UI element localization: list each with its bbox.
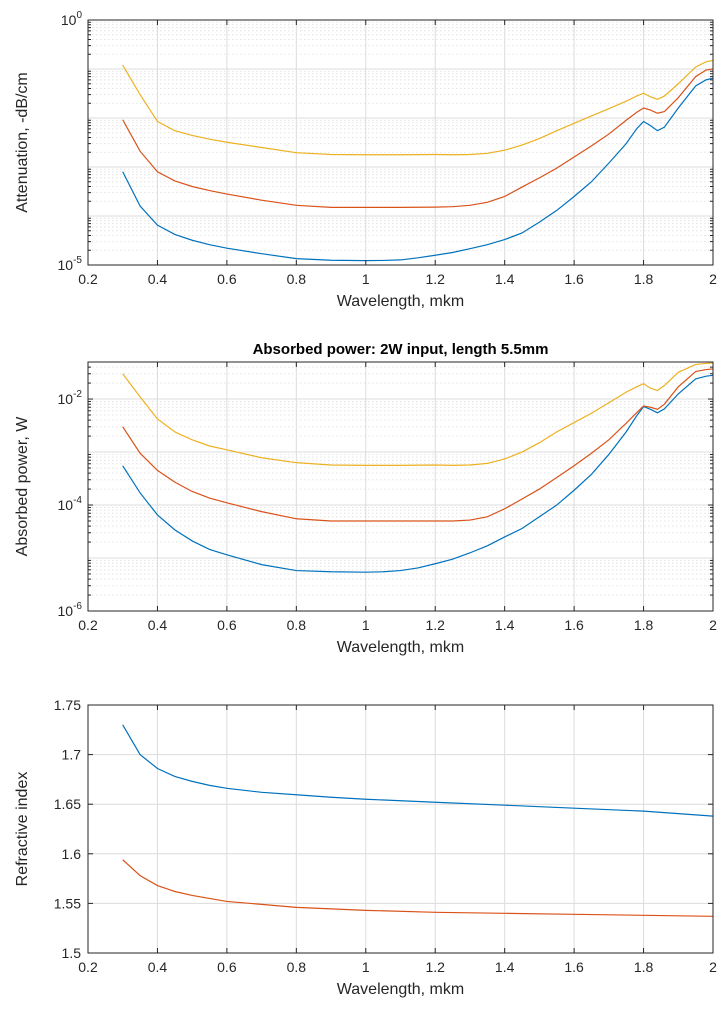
plot-0-axes: 0.2 0.4 0.6 0.8 1 1.2 1.4 1.6 1.8 2 10-5 100 bbox=[58, 10, 718, 287]
plot-1-series-3-line bbox=[122, 362, 714, 466]
attenuation-plot: 0.2 0.4 0.6 0.8 1 1.2 1.4 1.6 1.8 2 10-5 100 Wavelen… bbox=[14, 10, 717, 310]
plot-1-xtick-label: 1.2 bbox=[425, 617, 445, 633]
plot-2-xtick-label: 1.8 bbox=[634, 959, 654, 975]
plot-2-grid bbox=[88, 705, 713, 953]
plot-2-xtick-label: 1.2 bbox=[425, 959, 445, 975]
plot-0-series-2-line bbox=[122, 68, 714, 208]
plot-0-frame bbox=[87, 19, 714, 266]
plot-1-frame bbox=[87, 361, 714, 612]
plot-0-ylabel: Attenuation, -dB/cm bbox=[14, 72, 31, 213]
plot-0-xlabel: Wavelength, mkm bbox=[337, 293, 464, 310]
plot-2-ytick-label: 1.65 bbox=[54, 796, 81, 812]
plot-0-xtick-label: 1.4 bbox=[495, 271, 515, 287]
plot-2-axes: 0.2 0.4 0.6 0.8 1 1.2 1.4 1.6 1.8 2 1.5 1.55 1.6 1.65… bbox=[54, 697, 717, 975]
plot-2-series-2-line bbox=[122, 859, 714, 917]
plot-1-grid bbox=[88, 362, 713, 611]
plot-1-series-1-line bbox=[122, 374, 714, 573]
plot-2-xtick-label: 1.6 bbox=[564, 959, 584, 975]
plot-1-xtick-label: 0.8 bbox=[287, 617, 307, 633]
plot-1-ylabel: Absorbed power, W bbox=[14, 416, 31, 557]
plot-2-xlabel: Wavelength, mkm bbox=[337, 981, 464, 998]
plot-2-ytick-label: 1.5 bbox=[62, 945, 82, 961]
plot-2-xtick-label: 0.2 bbox=[78, 959, 98, 975]
plot-2-ytick-label: 1.7 bbox=[62, 747, 82, 763]
plot-2-xtick-label: 1 bbox=[362, 959, 370, 975]
plot-2-xtick-label: 0.4 bbox=[148, 959, 168, 975]
plot-1-xtick-label: 0.6 bbox=[217, 617, 237, 633]
plot-1-xtick-label: 1.6 bbox=[564, 617, 584, 633]
plot-0-series-1-line bbox=[122, 77, 714, 262]
plot-1-ytick-label: 10-4 bbox=[58, 495, 83, 513]
plot-2-series-group bbox=[122, 724, 714, 917]
plot-2-series-1-line bbox=[122, 724, 714, 817]
plot-0-xtick-label: 1.6 bbox=[564, 271, 584, 287]
plot-2-ytick-label: 1.6 bbox=[62, 846, 82, 862]
plot-0-ytick-label: 10-5 bbox=[58, 255, 83, 273]
plot-1-axes: 0.2 0.4 0.6 0.8 1 1.2 1.4 1.6 1.8 2 10-6 10-4 10-2 bbox=[58, 361, 717, 633]
plot-0-xtick-label: 0.4 bbox=[148, 271, 168, 287]
plot-0-xtick-label: 0.8 bbox=[287, 271, 307, 287]
plot-1-ytick-label: 10-6 bbox=[58, 601, 83, 619]
plot-2-xtick-label: 0.6 bbox=[217, 959, 237, 975]
plot-1-series-group bbox=[122, 362, 714, 573]
plot-1-xtick-label: 0.4 bbox=[148, 617, 168, 633]
refractive-index-plot: 0.2 0.4 0.6 0.8 1 1.2 1.4 1.6 1.8 2 1.5 1.55 1.6 1.65… bbox=[14, 697, 717, 998]
plot-1-ytick-label: 10-2 bbox=[58, 389, 83, 407]
plot-1-xtick-label: 1 bbox=[362, 617, 370, 633]
plot-0-xtick-label: 1.8 bbox=[634, 271, 654, 287]
plot-0-xtick-label: 0.2 bbox=[78, 271, 98, 287]
plot-1-xtick-label: 0.2 bbox=[78, 617, 98, 633]
plot-1-xtick-label: 1.4 bbox=[495, 617, 515, 633]
plot-1-xtick-label: 1.8 bbox=[634, 617, 654, 633]
plot-2-xtick-label: 2 bbox=[709, 959, 717, 975]
plot-1-title: Absorbed power: 2W input, length 5.5mm bbox=[253, 341, 549, 358]
plot-2-ytick-label: 1.55 bbox=[54, 895, 81, 911]
plot-2-xtick-label: 0.8 bbox=[287, 959, 307, 975]
plot-2-ytick-label: 1.75 bbox=[54, 697, 81, 713]
plot-0-xtick-label: 0.6 bbox=[217, 271, 237, 287]
plot-1-xlabel: Wavelength, mkm bbox=[337, 639, 464, 656]
absorbed-power-plot: 0.2 0.4 0.6 0.8 1 1.2 1.4 1.6 1.8 2 10-6 10-4 10-2 Wa… bbox=[14, 341, 717, 656]
plot-2-frame bbox=[87, 704, 714, 954]
plot-2-xtick-label: 1.4 bbox=[495, 959, 515, 975]
plot-1-series-2-line bbox=[122, 368, 714, 522]
plot-2-ylabel: Refractive index bbox=[14, 772, 31, 887]
plot-1-xtick-label: 2 bbox=[709, 617, 717, 633]
plot-0-xtick-label: 1.2 bbox=[425, 271, 445, 287]
plot-0-ytick-label: 100 bbox=[61, 10, 83, 28]
plot-0-xtick-label: 2 bbox=[709, 271, 717, 287]
plot-0-grid bbox=[88, 20, 713, 265]
plot-0-xtick-label: 1 bbox=[362, 271, 370, 287]
plot-0-series-3-line bbox=[122, 59, 714, 156]
plot-0-series-group bbox=[122, 59, 714, 262]
